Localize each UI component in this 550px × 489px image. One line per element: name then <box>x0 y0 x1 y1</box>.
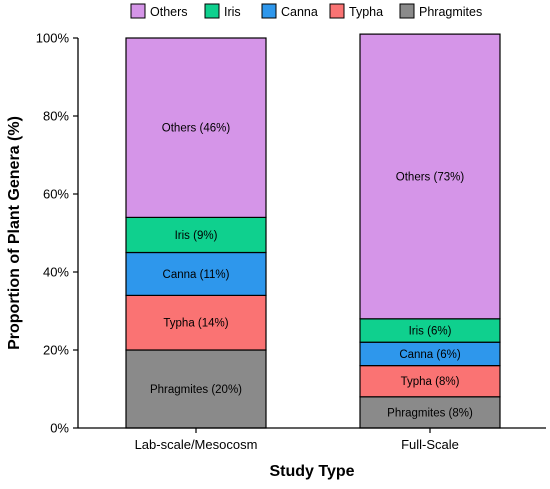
legend-label: Others <box>150 5 188 19</box>
data-label-iris: Iris (9%) <box>175 230 218 242</box>
legend-swatch <box>399 3 415 19</box>
data-label-canna: Canna (11%) <box>163 269 230 281</box>
bars: Phragmites (20%) Typha (14%) Canna (11%) Ir… <box>125 33 501 429</box>
y-ticks: 0% 20% 40% 60% 80% 100% <box>36 31 78 436</box>
legend-item-typha: Typha <box>329 3 383 19</box>
legend-item-iris: Iris <box>204 3 241 19</box>
legend-label: Iris <box>224 5 241 19</box>
bar-segment-others-lab-scale-mesocosm <box>125 37 267 218</box>
legend-label: Phragmites <box>419 5 482 19</box>
legend-item-phragmites: Phragmites <box>399 3 482 19</box>
x-axis-title: Study Type <box>269 463 354 480</box>
y-tick-label: 60% <box>43 187 69 202</box>
x-tick-label: Lab-scale/Mesocosm <box>135 437 258 452</box>
y-tick-label: 80% <box>43 109 69 124</box>
data-label-iris: Iris (6%) <box>409 326 452 338</box>
y-axis-title: Proportion of Plant Genera (%) <box>6 116 23 350</box>
y-tick-label: 20% <box>43 343 69 358</box>
legend-label: Canna <box>281 5 318 19</box>
legend: Others Iris Canna Typha Phragmites <box>130 3 482 19</box>
data-label-canna: Canna (6%) <box>399 349 461 361</box>
data-label-phragmites: Phragmites (8%) <box>387 407 473 419</box>
data-label-typha: Typha (8%) <box>401 376 460 388</box>
bar-segment-typha-full-scale <box>359 365 501 398</box>
data-label-others: Others (46%) <box>162 123 231 135</box>
bar-segment-phragmites-full-scale <box>359 396 501 429</box>
y-tick-label: 40% <box>43 265 69 280</box>
legend-label: Typha <box>349 5 383 19</box>
y-tick-label: 100% <box>36 31 70 46</box>
legend-swatch <box>329 3 345 19</box>
axes <box>77 38 546 429</box>
data-label-others: Others (73%) <box>396 171 465 183</box>
legend-swatch <box>204 3 220 19</box>
x-tick-label: Full-Scale <box>401 437 459 452</box>
y-tick-label: 0% <box>50 421 69 436</box>
legend-swatch <box>261 3 277 19</box>
bar-segment-others-full-scale <box>359 33 501 320</box>
legend-swatch <box>130 3 146 19</box>
x-ticks: Lab-scale/Mesocosm Full-Scale <box>135 428 459 452</box>
legend-item-others: Others <box>130 3 188 19</box>
legend-item-canna: Canna <box>261 3 318 19</box>
bar-segment-typha-lab-scale-mesocosm <box>125 294 267 351</box>
data-label-typha: Typha (14%) <box>163 318 228 330</box>
data-label-phragmites: Phragmites (20%) <box>150 384 242 396</box>
bar-segment-iris-lab-scale-mesocosm <box>125 216 267 254</box>
bar-segment-phragmites-lab-scale-mesocosm <box>125 349 267 429</box>
